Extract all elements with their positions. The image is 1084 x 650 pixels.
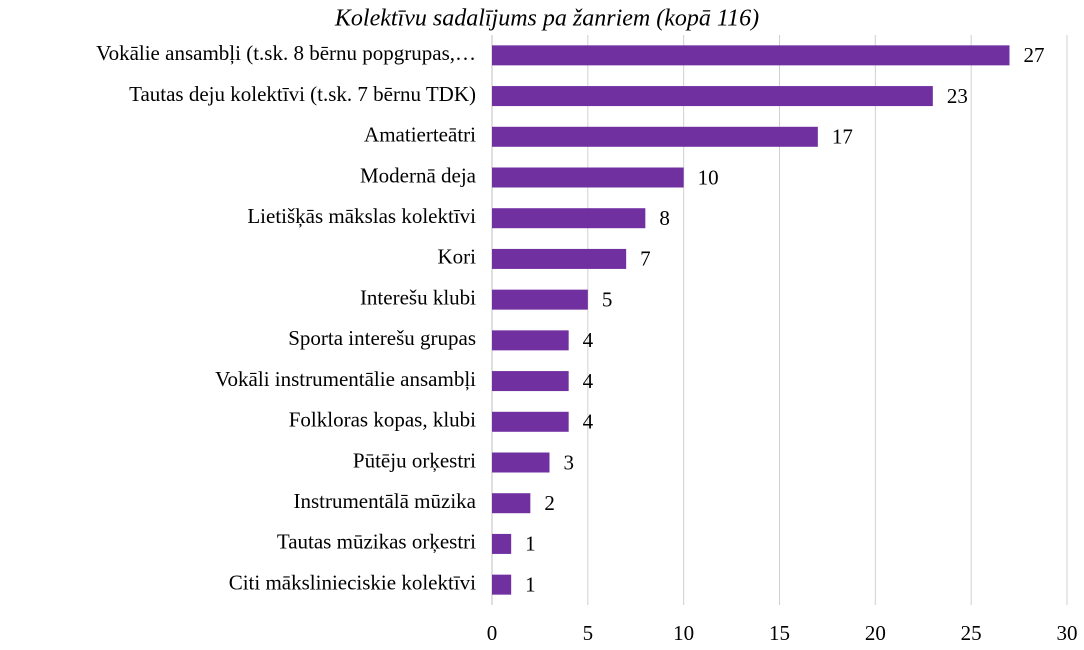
data-label: 27 [1024,43,1045,67]
x-tick-label: 0 [487,621,498,645]
y-tick-label: Modernā deja [360,163,477,187]
data-label: 8 [659,206,670,230]
bar [492,411,569,432]
data-label: 1 [525,532,536,556]
data-label: 4 [583,410,594,434]
bar [492,452,550,473]
data-label: 4 [583,369,594,393]
y-tick-label: Instrumentālā mūzika [293,489,476,513]
y-tick-label: Amatierteātri [364,123,476,147]
bar [492,248,627,269]
data-label: 4 [583,328,594,352]
x-tick-label: 25 [961,621,982,645]
data-label: 1 [525,572,536,596]
x-tick-label: 30 [1057,621,1078,645]
bar [492,126,818,147]
y-tick-label: Vokāli instrumentālie ansambļi [215,367,476,391]
data-label: 5 [602,287,613,311]
bar [492,574,512,595]
y-tick-label: Citi mākslinieciskie kolektīvi [229,570,476,594]
bar [492,45,1010,66]
bar [492,289,588,310]
data-label: 10 [698,165,719,189]
bar [492,493,531,514]
y-tick-label: Tautas deju kolektīvi (t.sk. 7 bērnu TDK… [129,82,476,106]
bar [492,330,569,351]
data-label: 3 [564,450,575,474]
y-tick-label: Kori [438,245,477,269]
y-tick-label: Tautas mūzikas orķestri [277,530,476,554]
data-label: 7 [640,247,651,271]
y-tick-label: Interešu klubi [360,285,476,309]
y-tick-label: Pūtēju orķestri [353,448,476,472]
bar [492,371,569,392]
bar [492,208,646,229]
data-label: 2 [544,491,555,515]
x-tick-label: 20 [865,621,886,645]
x-tick-label: 5 [583,621,594,645]
bar [492,533,512,554]
y-tick-label: Sporta interešu grupas [288,326,476,350]
bar [492,167,684,188]
y-tick-label: Folkloras kopas, klubi [289,408,476,432]
y-tick-label: Vokālie ansambļi (t.sk. 8 bērnu popgrupa… [96,41,476,65]
bar [492,86,933,107]
data-label: 17 [832,125,853,149]
x-tick-label: 10 [673,621,694,645]
data-label: 23 [947,84,968,108]
chart-title: Kolektīvu sadalījums pa žanriem (kopā 11… [334,6,759,32]
y-tick-label: Lietišķās mākslas kolektīvi [247,204,476,228]
x-tick-label: 15 [769,621,790,645]
